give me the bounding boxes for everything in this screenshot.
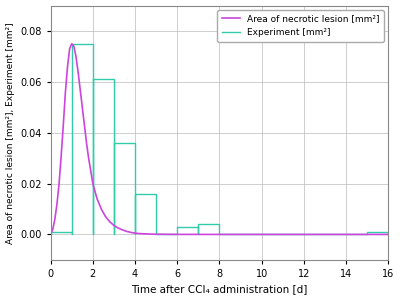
Experiment [mm²] bbox=[48, 230, 53, 234]
Experiment [mm²] bbox=[365, 230, 370, 234]
Experiment [mm²] bbox=[48, 232, 53, 236]
Area of necrotic lesion [mm²] bbox=[116, 226, 120, 230]
Experiment [mm²] bbox=[217, 223, 222, 226]
Experiment [mm²] bbox=[133, 232, 138, 236]
Experiment [mm²] bbox=[365, 232, 370, 236]
X-axis label: Time after CCl₄ administration [d]: Time after CCl₄ administration [d] bbox=[131, 284, 308, 294]
Experiment [mm²] bbox=[175, 225, 180, 229]
Area of necrotic lesion [mm²] bbox=[344, 232, 348, 236]
Experiment [mm²] bbox=[365, 232, 370, 236]
Line: Experiment [mm²]: Experiment [mm²] bbox=[51, 44, 388, 234]
Area of necrotic lesion [mm²] bbox=[86, 156, 91, 160]
Experiment [mm²] bbox=[196, 225, 201, 229]
Area of necrotic lesion [mm²] bbox=[65, 65, 70, 68]
Area of necrotic lesion [mm²] bbox=[67, 47, 72, 51]
Area of necrotic lesion [mm²] bbox=[78, 88, 82, 91]
Area of necrotic lesion [mm²] bbox=[90, 182, 95, 185]
Area of necrotic lesion [mm²] bbox=[164, 232, 169, 236]
Experiment [mm²] bbox=[154, 232, 158, 236]
Area of necrotic lesion [mm²] bbox=[112, 224, 116, 227]
Experiment [mm²] bbox=[196, 232, 201, 236]
Line: Area of necrotic lesion [mm²]: Area of necrotic lesion [mm²] bbox=[51, 44, 388, 234]
Experiment [mm²] bbox=[90, 77, 95, 81]
Experiment [mm²] bbox=[112, 232, 116, 236]
Experiment [mm²] bbox=[154, 232, 158, 236]
Area of necrotic lesion [mm²] bbox=[99, 207, 104, 211]
Area of necrotic lesion [mm²] bbox=[133, 231, 138, 235]
Area of necrotic lesion [mm²] bbox=[386, 232, 391, 236]
Area of necrotic lesion [mm²] bbox=[61, 123, 66, 127]
Area of necrotic lesion [mm²] bbox=[95, 197, 100, 201]
Legend: Area of necrotic lesion [mm²], Experiment [mm²]: Area of necrotic lesion [mm²], Experimen… bbox=[217, 10, 384, 42]
Area of necrotic lesion [mm²] bbox=[84, 141, 89, 145]
Area of necrotic lesion [mm²] bbox=[128, 231, 133, 234]
Area of necrotic lesion [mm²] bbox=[141, 232, 146, 236]
Experiment [mm²] bbox=[196, 232, 201, 236]
Area of necrotic lesion [mm²] bbox=[103, 215, 108, 218]
Experiment [mm²] bbox=[133, 141, 138, 145]
Experiment [mm²] bbox=[386, 230, 391, 234]
Experiment [mm²] bbox=[196, 223, 201, 226]
Area of necrotic lesion [mm²] bbox=[302, 232, 306, 236]
Area of necrotic lesion [mm²] bbox=[175, 232, 180, 236]
Experiment [mm²] bbox=[69, 232, 74, 236]
Experiment [mm²] bbox=[112, 77, 116, 81]
Experiment [mm²] bbox=[90, 232, 95, 236]
Area of necrotic lesion [mm²] bbox=[54, 202, 59, 206]
Experiment [mm²] bbox=[69, 42, 74, 46]
Area of necrotic lesion [mm²] bbox=[49, 230, 54, 234]
Experiment [mm²] bbox=[217, 232, 222, 236]
Area of necrotic lesion [mm²] bbox=[120, 228, 125, 232]
Area of necrotic lesion [mm²] bbox=[196, 232, 201, 236]
Experiment [mm²] bbox=[386, 232, 391, 236]
Area of necrotic lesion [mm²] bbox=[63, 90, 68, 94]
Area of necrotic lesion [mm²] bbox=[57, 182, 62, 185]
Area of necrotic lesion [mm²] bbox=[217, 232, 222, 236]
Experiment [mm²] bbox=[69, 232, 74, 236]
Area of necrotic lesion [mm²] bbox=[82, 123, 87, 127]
Area of necrotic lesion [mm²] bbox=[72, 44, 76, 48]
Experiment [mm²] bbox=[175, 232, 180, 236]
Experiment [mm²] bbox=[133, 232, 138, 236]
Experiment [mm²] bbox=[133, 232, 138, 236]
Area of necrotic lesion [mm²] bbox=[107, 220, 112, 224]
Experiment [mm²] bbox=[90, 42, 95, 46]
Area of necrotic lesion [mm²] bbox=[80, 106, 85, 109]
Experiment [mm²] bbox=[69, 232, 74, 236]
Area of necrotic lesion [mm²] bbox=[48, 232, 53, 236]
Area of necrotic lesion [mm²] bbox=[88, 169, 93, 173]
Area of necrotic lesion [mm²] bbox=[52, 218, 57, 221]
Experiment [mm²] bbox=[90, 232, 95, 236]
Area of necrotic lesion [mm²] bbox=[52, 223, 56, 226]
Experiment [mm²] bbox=[112, 232, 116, 236]
Experiment [mm²] bbox=[133, 192, 138, 196]
Area of necrotic lesion [mm²] bbox=[150, 232, 154, 236]
Area of necrotic lesion [mm²] bbox=[145, 232, 150, 236]
Experiment [mm²] bbox=[196, 232, 201, 236]
Area of necrotic lesion [mm²] bbox=[124, 230, 129, 233]
Area of necrotic lesion [mm²] bbox=[74, 55, 78, 58]
Area of necrotic lesion [mm²] bbox=[137, 232, 142, 235]
Area of necrotic lesion [mm²] bbox=[50, 227, 55, 231]
Experiment [mm²] bbox=[90, 232, 95, 236]
Experiment [mm²] bbox=[69, 230, 74, 234]
Y-axis label: Area of necrotic lesion [mm²], Experiment [mm²]: Area of necrotic lesion [mm²], Experimen… bbox=[6, 22, 14, 244]
Experiment [mm²] bbox=[386, 232, 391, 236]
Experiment [mm²] bbox=[154, 192, 158, 196]
Area of necrotic lesion [mm²] bbox=[154, 232, 158, 236]
Experiment [mm²] bbox=[217, 232, 222, 236]
Area of necrotic lesion [mm²] bbox=[59, 154, 64, 158]
Experiment [mm²] bbox=[112, 232, 116, 236]
Area of necrotic lesion [mm²] bbox=[69, 42, 74, 46]
Area of necrotic lesion [mm²] bbox=[76, 70, 80, 74]
Experiment [mm²] bbox=[112, 141, 116, 145]
Area of necrotic lesion [mm²] bbox=[259, 232, 264, 236]
Experiment [mm²] bbox=[175, 232, 180, 236]
